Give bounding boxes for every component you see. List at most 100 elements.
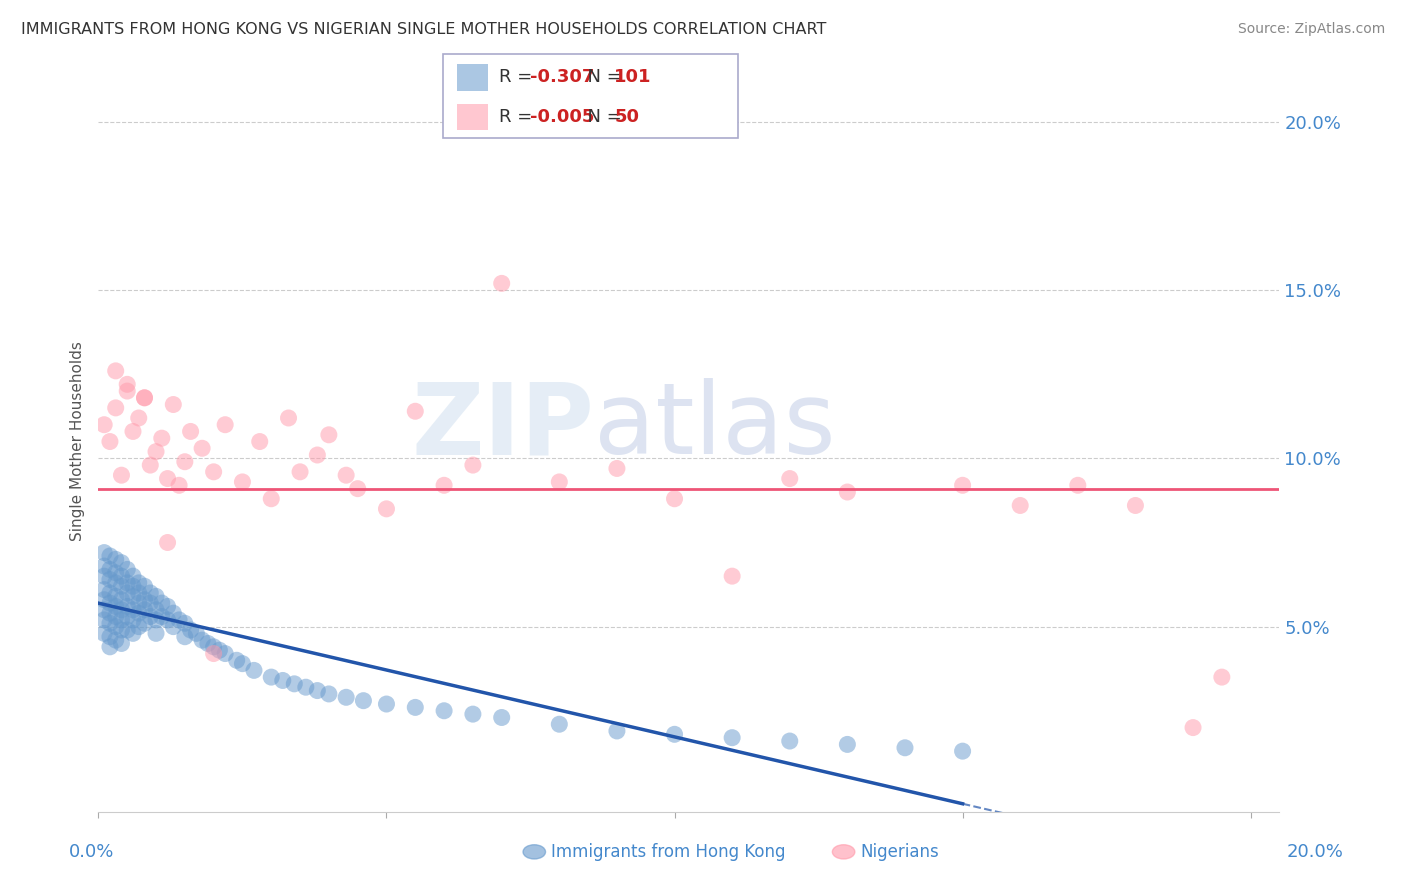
Text: ZIP: ZIP (412, 378, 595, 475)
Point (664, 491, 686, 506)
Text: IMMIGRANTS FROM HONG KONG VS NIGERIAN SINGLE MOTHER HOUSEHOLDS CORRELATION CHART: IMMIGRANTS FROM HONG KONG VS NIGERIAN SI… (21, 22, 827, 37)
Point (98, 630, 121, 644)
Point (664, 727, 686, 741)
Point (128, 575, 150, 590)
Point (231, 657, 253, 671)
Text: 20.0%: 20.0% (1286, 843, 1343, 861)
Point (197, 636, 219, 650)
Point (104, 609, 127, 624)
Point (128, 606, 150, 620)
Text: N =: N = (576, 108, 628, 126)
Point (98, 549, 121, 563)
Point (186, 626, 208, 640)
Point (271, 673, 294, 688)
Text: 0.0%: 0.0% (69, 843, 114, 861)
Point (1067, 478, 1090, 492)
Point (128, 411, 150, 425)
Point (93, 569, 115, 583)
Point (721, 569, 744, 583)
Text: N =: N = (576, 69, 628, 87)
Point (375, 697, 398, 711)
Point (93, 592, 115, 607)
Point (167, 613, 190, 627)
Point (491, 277, 513, 291)
Point (837, 738, 859, 752)
Text: Immigrants from Hong Kong: Immigrants from Hong Kong (551, 843, 786, 861)
Point (548, 475, 571, 489)
Point (307, 683, 329, 698)
Point (202, 640, 225, 654)
Point (110, 592, 132, 607)
Point (110, 556, 132, 570)
Point (110, 623, 132, 637)
Text: Source: ZipAtlas.com: Source: ZipAtlas.com (1237, 22, 1385, 37)
Point (283, 677, 305, 691)
Point (461, 458, 484, 472)
Text: 101: 101 (614, 69, 652, 87)
Point (433, 704, 456, 718)
Point (375, 501, 398, 516)
Point (404, 700, 426, 714)
Point (110, 468, 132, 483)
Point (98, 616, 121, 631)
Text: -0.307: -0.307 (530, 69, 595, 87)
Point (318, 427, 340, 442)
Point (346, 482, 368, 496)
Point (115, 623, 138, 637)
Point (202, 465, 225, 479)
Point (307, 448, 329, 462)
Point (115, 562, 138, 576)
Point (145, 444, 167, 458)
Point (1182, 721, 1205, 735)
Point (122, 590, 145, 604)
Point (214, 417, 236, 432)
Point (288, 465, 311, 479)
Point (104, 401, 127, 415)
Point (134, 603, 156, 617)
Point (115, 609, 138, 624)
Point (134, 391, 156, 405)
Point (952, 478, 974, 492)
Point (1211, 670, 1233, 684)
Point (122, 626, 145, 640)
Point (98, 573, 121, 587)
Point (104, 552, 127, 566)
Point (128, 586, 150, 600)
Point (180, 623, 202, 637)
Point (93, 582, 115, 597)
Point (295, 680, 318, 694)
Point (225, 653, 247, 667)
Point (779, 734, 801, 748)
Point (156, 613, 179, 627)
Point (145, 590, 167, 604)
Point (98, 640, 121, 654)
Point (104, 619, 127, 633)
Point (150, 596, 173, 610)
Text: R =: R = (499, 108, 538, 126)
Point (139, 609, 162, 624)
Point (156, 471, 179, 485)
Point (173, 616, 195, 631)
Point (122, 603, 145, 617)
Point (104, 364, 127, 378)
Point (128, 619, 150, 633)
Point (115, 599, 138, 614)
Point (104, 633, 127, 648)
Point (156, 599, 179, 614)
Point (606, 723, 628, 738)
Text: R =: R = (499, 69, 538, 87)
Point (1125, 499, 1147, 513)
Y-axis label: Single Mother Households: Single Mother Households (70, 342, 86, 541)
Point (93, 613, 115, 627)
Point (335, 690, 357, 705)
Point (952, 744, 974, 758)
Point (433, 478, 456, 492)
Point (98, 586, 121, 600)
Point (260, 670, 283, 684)
Point (93, 546, 115, 560)
Point (156, 535, 179, 549)
Point (134, 592, 156, 607)
Point (162, 606, 184, 620)
Point (139, 596, 162, 610)
Point (191, 633, 214, 648)
